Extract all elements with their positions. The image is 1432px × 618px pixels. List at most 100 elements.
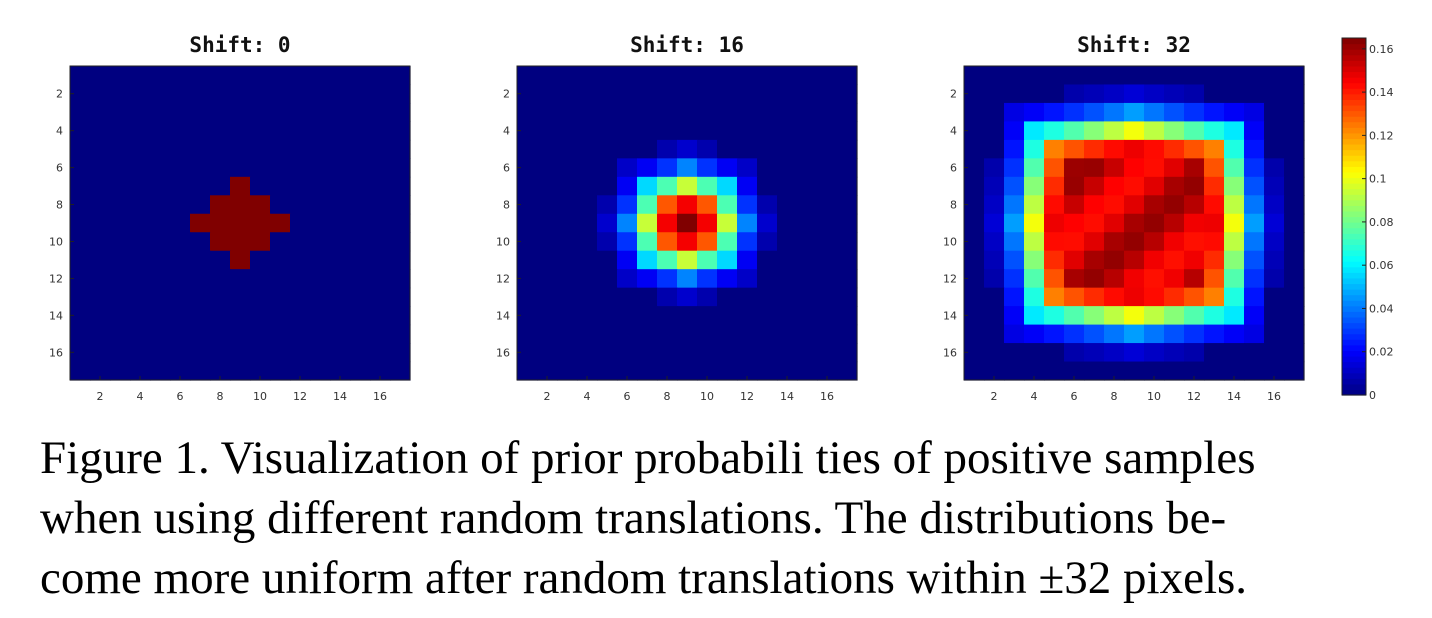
heatmap-cell xyxy=(637,176,658,196)
heatmap-cell xyxy=(537,84,558,104)
heatmap-cell xyxy=(1024,250,1045,270)
heatmap-cell xyxy=(1104,306,1125,326)
heatmap-cell xyxy=(597,324,618,344)
heatmap-cell xyxy=(657,324,678,344)
heatmap-cell xyxy=(1244,139,1265,159)
heatmap-cell xyxy=(1244,121,1265,141)
heatmap-cell xyxy=(270,232,291,252)
heatmap-cell xyxy=(1064,66,1085,86)
heatmap-cell xyxy=(757,66,778,86)
heatmap-cell xyxy=(330,306,351,326)
heatmap-cell xyxy=(1124,287,1145,307)
colorbar-segment xyxy=(1342,149,1366,156)
heatmap-cell xyxy=(617,269,638,289)
heatmap-cell xyxy=(1204,121,1225,141)
heatmap-cell xyxy=(1284,121,1305,141)
heatmap-cell xyxy=(1284,176,1305,196)
heatmap-cell xyxy=(637,66,658,86)
heatmap-cell xyxy=(964,121,985,141)
heatmap-cell xyxy=(1284,287,1305,307)
heatmap-cell xyxy=(270,343,291,363)
heatmap-cell xyxy=(1044,213,1065,233)
heatmap-cell xyxy=(1044,139,1065,159)
heatmap-cell xyxy=(577,66,598,86)
heatmap-cell xyxy=(1184,324,1205,344)
heatmap-cell xyxy=(517,250,538,270)
heatmap-cell xyxy=(777,102,798,123)
heatmap-cell xyxy=(717,139,738,159)
heatmap-cell xyxy=(717,195,738,215)
heatmap-cell xyxy=(597,213,618,233)
heatmap-cell xyxy=(1264,139,1285,159)
heatmap-cell xyxy=(637,250,658,270)
heatmap-cell xyxy=(210,324,231,344)
heatmap-cell xyxy=(797,343,818,363)
y-tick-label: 12 xyxy=(943,272,957,285)
y-tick-label: 6 xyxy=(950,162,957,175)
heatmap-cell xyxy=(577,250,598,270)
heatmap-cell xyxy=(1284,195,1305,215)
heatmap-cell xyxy=(310,176,331,196)
heatmap-cell xyxy=(1144,121,1165,141)
heatmap-cell xyxy=(597,121,618,141)
heatmap-cell xyxy=(797,158,818,178)
heatmap-cell xyxy=(1044,306,1065,326)
heatmap-cell xyxy=(677,324,698,344)
heatmap-cell xyxy=(1264,176,1285,196)
y-tick-label: 10 xyxy=(49,235,63,248)
heatmap-cell xyxy=(537,232,558,252)
heatmap-cell xyxy=(170,195,191,215)
heatmap-cell xyxy=(1124,213,1145,233)
heatmap-cell xyxy=(677,102,698,123)
heatmap-cell xyxy=(597,84,618,104)
heatmap-cell xyxy=(577,213,598,233)
heatmap-cell xyxy=(230,287,251,307)
heatmap-cell xyxy=(557,176,578,196)
heatmap-cell xyxy=(577,343,598,363)
heatmap-cell xyxy=(190,361,211,381)
heatmap-cell xyxy=(577,306,598,326)
heatmap-cell xyxy=(817,324,838,344)
heatmap-cell xyxy=(797,102,818,123)
heatmap-cell xyxy=(537,121,558,141)
heatmap-cell xyxy=(717,102,738,123)
heatmap-cell xyxy=(737,176,758,196)
heatmap-cell xyxy=(964,287,985,307)
heatmap-cell xyxy=(557,306,578,326)
heatmap-cell xyxy=(1204,250,1225,270)
heatmap-cell xyxy=(390,84,411,104)
colorbar-segment xyxy=(1342,71,1366,78)
heatmap-cell xyxy=(390,213,411,233)
heatmap-cell xyxy=(390,121,411,141)
heatmap-cell xyxy=(1124,306,1145,326)
heatmap-cell xyxy=(1184,102,1205,123)
heatmap-cell xyxy=(1044,343,1065,363)
heatmap-cell xyxy=(270,84,291,104)
heatmap-cell xyxy=(290,102,311,123)
heatmap-cell xyxy=(350,121,371,141)
heatmap-cell xyxy=(1124,158,1145,178)
heatmap-cell xyxy=(964,250,985,270)
colorbar-frame xyxy=(1341,37,1367,396)
heatmap-cell xyxy=(1284,306,1305,326)
heatmap-cell xyxy=(1064,139,1085,159)
heatmap-cell xyxy=(837,158,858,178)
colorbar-segment xyxy=(1342,316,1366,324)
colorbar-segment xyxy=(1342,166,1366,173)
heatmap-cell xyxy=(1024,84,1045,104)
colorbar-segment xyxy=(1342,294,1366,301)
heatmap-cell xyxy=(657,158,678,178)
heatmap-cell xyxy=(270,139,291,159)
heatmap-cell xyxy=(110,324,131,344)
heatmap-cell xyxy=(1164,84,1185,104)
heatmap-cell xyxy=(597,232,618,252)
heatmap-cell xyxy=(1244,232,1265,252)
heatmap-cell xyxy=(557,84,578,104)
heatmap-cell xyxy=(717,250,738,270)
heatmap-cell xyxy=(330,195,351,215)
heatmap-cell xyxy=(150,195,171,215)
heatmap-cell xyxy=(637,232,658,252)
heatmap-cell xyxy=(250,102,271,123)
heatmap-cell xyxy=(1164,66,1185,86)
x-tick-label: 16 xyxy=(373,390,387,403)
